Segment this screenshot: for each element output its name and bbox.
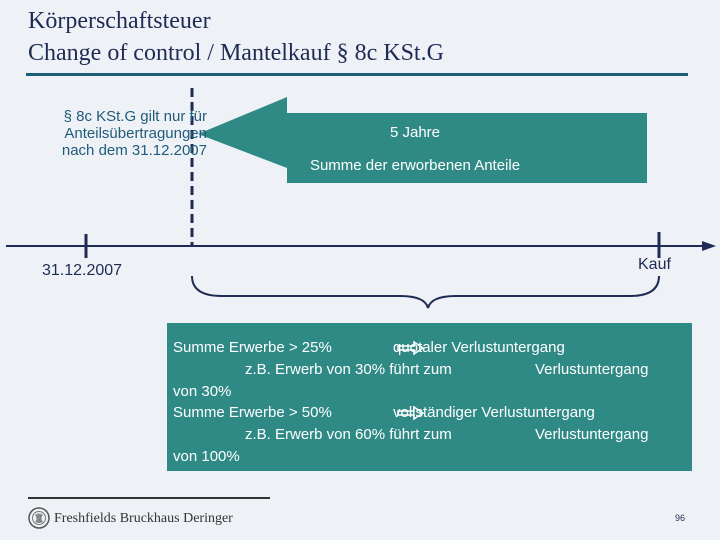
rule2-example-result: Verlustuntergang — [535, 426, 649, 443]
firm-logo-icon — [28, 507, 50, 529]
five-year-arrow — [198, 97, 647, 183]
slide-subtitle: Change of control / Mantelkauf § 8c KSt.… — [28, 40, 444, 66]
arrow-label-sum: Summe der erworbenen Anteile — [309, 157, 521, 174]
arrow-right-icon — [397, 405, 425, 421]
start-date-label: 31.12.2007 — [42, 262, 123, 279]
arrow-right-icon — [397, 340, 425, 356]
curly-brace — [191, 275, 660, 309]
timeline-arrowhead — [702, 241, 716, 251]
firm-name: Freshfields Bruckhaus Deringer — [54, 511, 233, 526]
rules-box: Summe Erwerbe > 25% quotaler Verlustunte… — [167, 323, 692, 471]
page-number: 96 — [675, 513, 686, 523]
rule2-result: vollständiger Verlustuntergang — [393, 404, 595, 421]
footer-divider — [28, 497, 270, 499]
timeline-graphic — [6, 88, 716, 309]
rule2-example-value: von 100% — [173, 448, 240, 465]
arrow-label-period: 5 Jahre — [389, 124, 441, 141]
rule2-example: z.B. Erwerb von 60% führt zum — [245, 426, 452, 443]
rule1-result: quotaler Verlustuntergang — [393, 339, 565, 356]
rule1-example-result: Verlustuntergang — [535, 361, 649, 378]
purchase-label: Kauf — [638, 256, 671, 273]
rule1-example-value: von 30% — [173, 383, 232, 400]
slide-title: Körperschaftsteuer — [28, 8, 211, 34]
title-underline — [26, 73, 688, 76]
rule1-example: z.B. Erwerb von 30% führt zum — [245, 361, 452, 378]
rule1-condition: Summe Erwerbe > 25% — [173, 339, 332, 356]
scope-note: § 8c KSt.G gilt nur für Anteilsübertragu… — [61, 108, 207, 159]
rule2-condition: Summe Erwerbe > 50% — [173, 404, 332, 421]
